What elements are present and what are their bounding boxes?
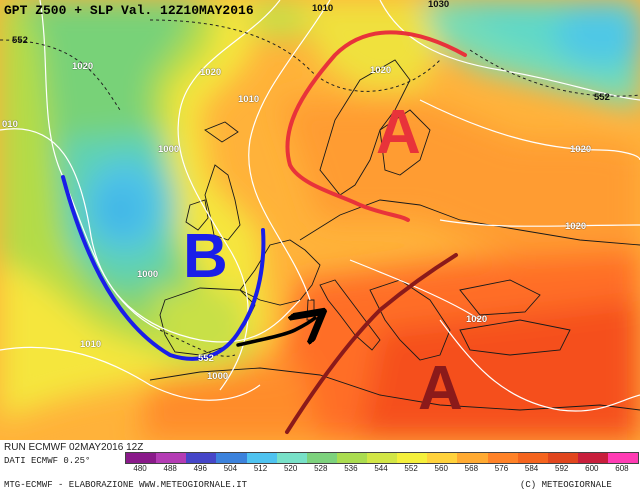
legend-tick-label: 536 <box>344 464 358 473</box>
legend-swatch <box>517 453 548 463</box>
data-source-label: DATI ECMWF 0.25° <box>4 456 91 466</box>
legend-tick-label: 496 <box>193 464 207 473</box>
flow-arrow <box>236 318 315 347</box>
legend-tick-label: 560 <box>434 464 448 473</box>
legend-swatch <box>427 453 458 463</box>
iso-label-1020-east: 1020 <box>565 221 587 232</box>
iso-label-1030-top: 1030 <box>428 0 450 10</box>
legend-swatch <box>126 453 157 463</box>
legend-swatch <box>457 453 488 463</box>
iso-label-1020-north-atlantic: 1020 <box>200 67 222 78</box>
high-pressure-north-letter: A <box>376 98 421 167</box>
legend-swatch <box>547 453 578 463</box>
legend-tick-label: 608 <box>615 464 629 473</box>
legend-tick-label: 544 <box>374 464 388 473</box>
legend-tick-label: 520 <box>283 464 298 473</box>
iso-label-552-ne: 552 <box>594 92 610 103</box>
legend-tick-label: 592 <box>555 464 569 473</box>
legend-tick-label: 568 <box>464 464 479 473</box>
iso-label-1000-africa: 1000 <box>207 371 229 382</box>
legend-swatch <box>306 453 337 463</box>
iso-label-1000-atlantic: 1000 <box>158 144 180 155</box>
iso-label-1000-biscay: 1000 <box>137 269 159 280</box>
high-pressure-south-letter: A <box>418 354 463 423</box>
legend-swatch <box>487 453 518 463</box>
iso-label-1020-nw: 1020 <box>72 61 94 72</box>
map-title: GPT Z500 + SLP Val. 12Z10MAY2016 <box>4 3 254 18</box>
legend-tick-label: 512 <box>253 464 268 473</box>
legend-tick-label: 528 <box>314 464 328 473</box>
iso-label-1020-russia: 1020 <box>570 144 592 155</box>
low-trough-line <box>61 175 266 361</box>
credit-right: (C) METEOGIORNALE <box>520 480 612 490</box>
legend-swatch <box>276 453 307 463</box>
legend-tick-label: 480 <box>133 464 147 473</box>
legend-tick-label: 504 <box>223 464 238 473</box>
iso-label-1010-top: 1010 <box>312 3 334 14</box>
legend-tick-label: 584 <box>524 464 539 473</box>
iso-label-1020-scandinavia: 1020 <box>370 65 392 76</box>
iso-label-1010-west: 010 <box>2 119 18 130</box>
map-canvas <box>0 0 640 440</box>
legend-tick-label: 600 <box>585 464 599 473</box>
legend-ticks: 480 488 496 504 512 520 528 536 544 552 560 568 576 5… <box>125 464 637 474</box>
legend-swatch <box>577 453 608 463</box>
legend-swatch <box>397 453 428 463</box>
credit-left: MTG-ECMWF - ELABORAZIONE WWW.METEOGIORNA… <box>4 480 248 490</box>
isobars <box>0 0 640 412</box>
geopotential-map: GPT Z500 + SLP Val. 12Z10MAY2016 1010 10… <box>0 0 640 440</box>
iso-label-552-spain: 552 <box>198 353 214 364</box>
run-label: RUN ECMWF 02MAY2016 12Z <box>4 442 144 453</box>
legend-tick-label: 552 <box>404 464 418 473</box>
iso-label-1010-uk: 1010 <box>238 94 260 105</box>
low-pressure-letter: B <box>183 222 228 291</box>
legend-colorbar <box>125 452 639 464</box>
high-ridge-south-line <box>285 253 458 434</box>
z500-line <box>0 19 640 357</box>
legend-swatch <box>367 453 398 463</box>
legend-swatch <box>246 453 277 463</box>
legend-tick-label: 576 <box>494 464 509 473</box>
map-footer: RUN ECMWF 02MAY2016 12Z DATI ECMWF 0.25°… <box>0 440 640 493</box>
legend-swatch <box>186 453 217 463</box>
iso-label-552-nw: 552 <box>12 35 28 46</box>
iso-label-1020-balkans: 1020 <box>466 314 488 325</box>
high-ridge-north-line <box>285 30 467 222</box>
legend-tick-label: 488 <box>163 464 177 473</box>
legend-swatch <box>216 453 247 463</box>
legend-swatch <box>336 453 367 463</box>
legend-swatch <box>156 453 187 463</box>
iso-label-1010-sw: 1010 <box>80 339 102 350</box>
height-field <box>0 0 640 440</box>
legend-swatch <box>608 453 639 463</box>
